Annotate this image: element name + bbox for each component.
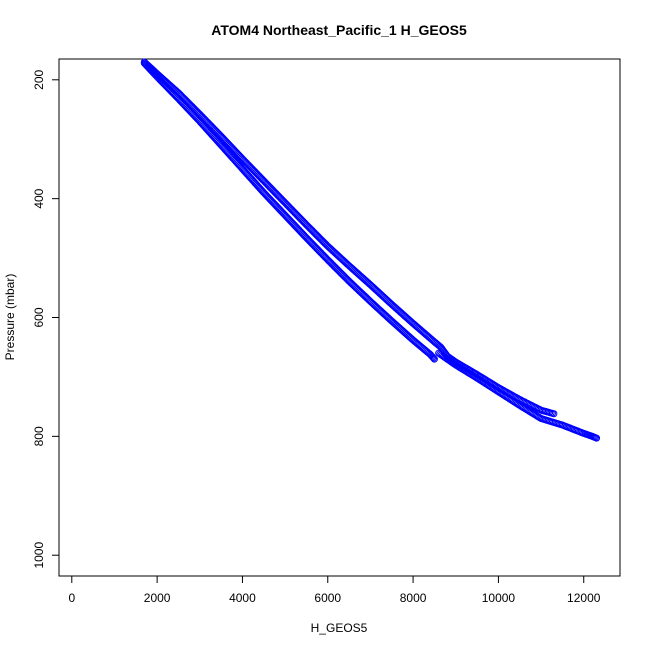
data-point: [430, 355, 438, 363]
plot-area-frame: [58, 58, 621, 577]
data-point: [550, 410, 558, 418]
y-tick-label: 800: [32, 426, 46, 446]
data-points: [140, 58, 601, 442]
x-tick-label: 8000: [400, 591, 427, 605]
y-tick-label: 400: [32, 188, 46, 208]
x-tick-label: 4000: [229, 591, 256, 605]
y-tick-label: 600: [32, 307, 46, 327]
data-point: [430, 354, 438, 362]
y-axis: 200 400 600 800 1000: [32, 69, 60, 569]
x-tick-label: 2000: [144, 591, 171, 605]
x-axis: 0 2000 4000 6000 8000 10000 12000: [68, 575, 601, 605]
x-tick-label: 10000: [482, 591, 516, 605]
chart-title: ATOM4 Northeast_Pacific_1 H_GEOS5: [211, 22, 467, 38]
data-point: [593, 434, 601, 442]
x-axis-label: H_GEOS5: [311, 621, 368, 635]
x-tick-label: 6000: [314, 591, 341, 605]
y-axis-label: Pressure (mbar): [3, 274, 17, 361]
y-tick-label: 1000: [32, 542, 46, 569]
x-tick-label: 12000: [567, 591, 601, 605]
y-tick-label: 200: [32, 69, 46, 89]
data-point: [429, 353, 437, 361]
x-tick-label: 0: [68, 591, 75, 605]
